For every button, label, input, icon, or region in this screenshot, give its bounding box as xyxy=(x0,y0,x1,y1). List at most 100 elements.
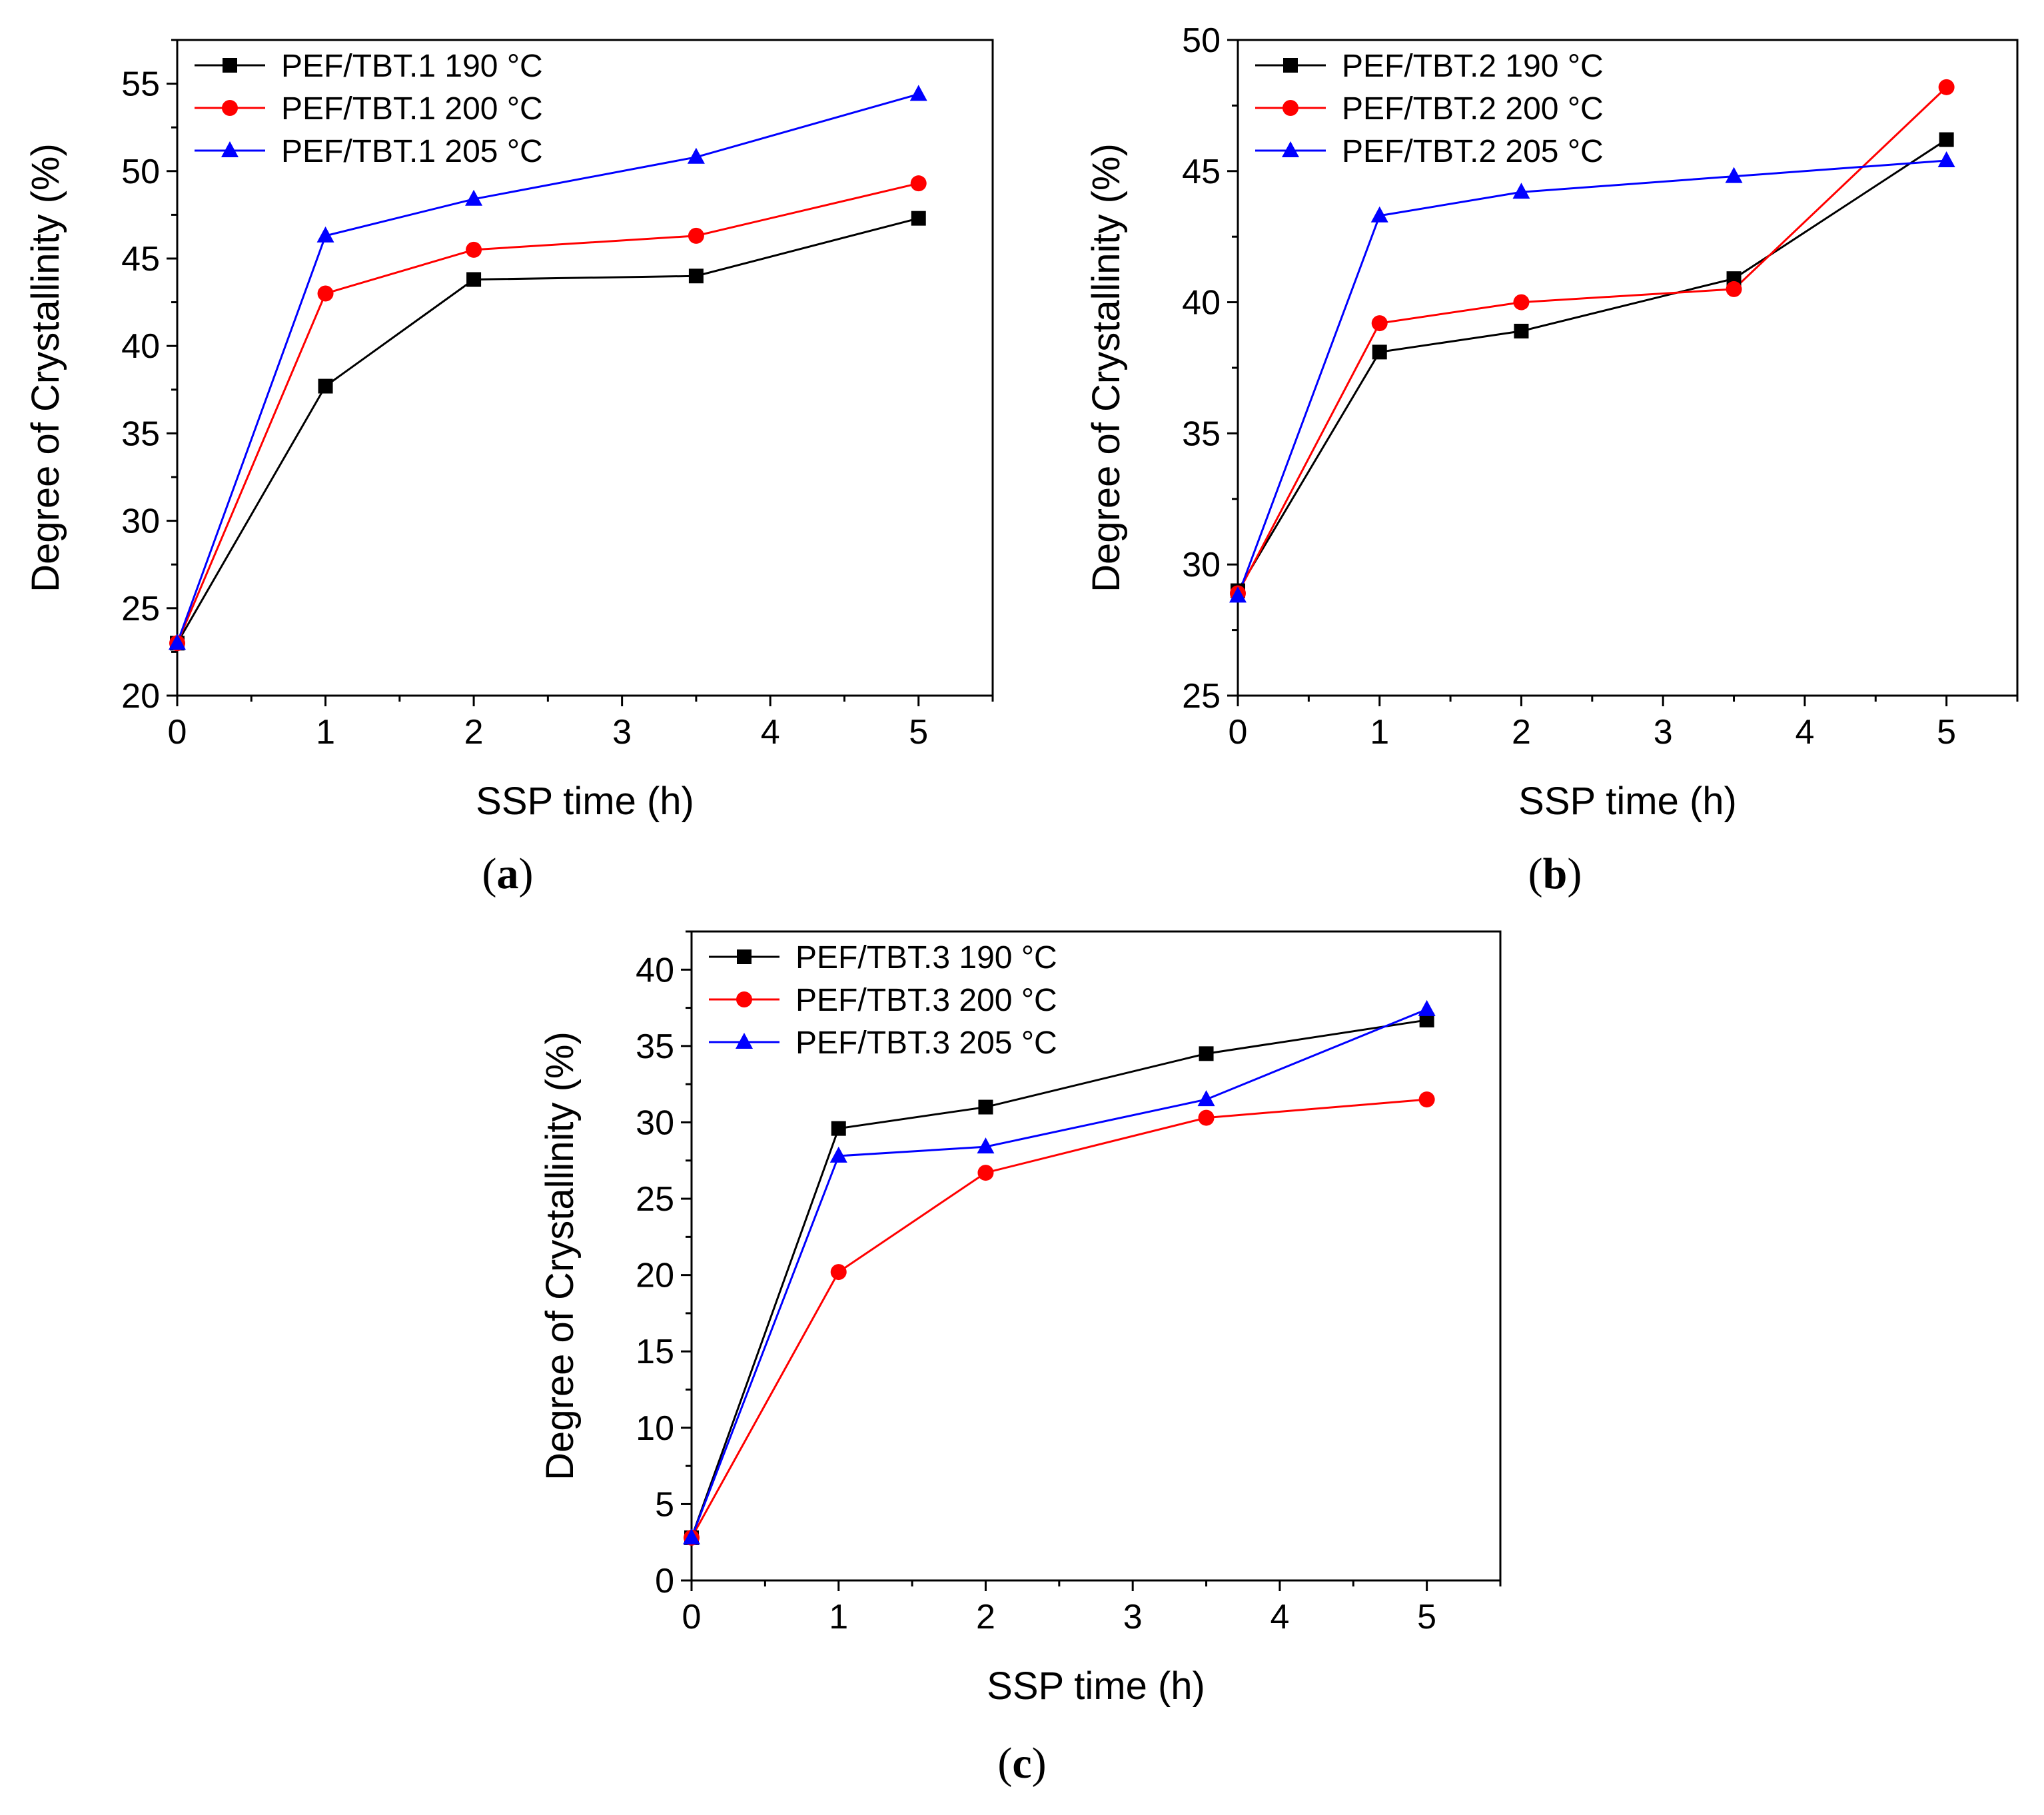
chart-a-series-1-point xyxy=(688,269,704,284)
chart-b-legend-marker-1 xyxy=(1283,58,1298,73)
chart-b-legend-label-2: PEF/TBT.2 200 °C xyxy=(1342,91,1604,127)
chart-a-y-tick-label: 20 xyxy=(121,677,160,716)
chart-c-y-tick-label: 30 xyxy=(636,1103,674,1142)
chart-b-series-1-point xyxy=(1514,323,1529,338)
chart-b-y-tick-label: 30 xyxy=(1182,546,1221,584)
chart-a-series-2-point xyxy=(688,227,704,244)
panel-label-a-letter: a xyxy=(497,850,519,898)
chart-b-series-2-point xyxy=(1513,294,1530,310)
chart-b-legend-label-1: PEF/TBT.2 190 °C xyxy=(1342,49,1604,84)
chart-b-y-tick-label: 45 xyxy=(1182,153,1221,191)
chart-a-series-2-line xyxy=(176,182,919,644)
chart-a-y-tick-label: 25 xyxy=(121,590,160,628)
chart-a-series-3-point xyxy=(909,85,927,101)
chart-b-series-3-line xyxy=(1237,159,1947,596)
chart-a-series-1-line xyxy=(176,217,919,644)
chart-c-legend-marker-2 xyxy=(736,991,752,1007)
chart-a-legend-label-1: PEF/TBT.1 190 °C xyxy=(281,49,543,84)
chart-c-series-2-point xyxy=(1198,1109,1215,1126)
chart-a-legend-marker-2 xyxy=(222,100,238,116)
chart-a-x-tick-label: 1 xyxy=(316,713,335,752)
chart-c-legend-marker-3 xyxy=(736,1033,753,1049)
chart-a-series-3-point xyxy=(687,147,705,164)
chart-c-x-tick-label: 5 xyxy=(1417,1598,1436,1636)
chart-c-x-tick-label: 1 xyxy=(829,1598,848,1636)
chart-c-series-1-point xyxy=(978,1099,993,1115)
chart-a-legend-label-3: PEF/TBT.1 205 °C xyxy=(281,134,543,169)
chart-c-plot-frame xyxy=(690,930,1502,1582)
chart-a-legend-marker-1 xyxy=(223,58,237,73)
chart-a-series-1-point xyxy=(911,211,926,226)
chart-a-legend-label-2: PEF/TBT.1 200 °C xyxy=(281,91,543,127)
chart-b-x-axis-title: SSP time (h) xyxy=(1518,780,1737,823)
chart-b-x-tick-label: 0 xyxy=(1229,713,1248,752)
chart-c-legend-label-2: PEF/TBT.3 200 °C xyxy=(795,983,1057,1018)
panel-label-c-letter: c xyxy=(1012,1739,1031,1788)
chart-c-series-3-point xyxy=(683,1528,700,1544)
chart-b-series-1-point xyxy=(1939,132,1954,147)
chart-a-x-tick-label: 3 xyxy=(612,713,632,752)
chart-b-legend-marker-3 xyxy=(1282,141,1299,157)
chart-a-series-3-point xyxy=(169,634,186,650)
chart-c-y-tick-label: 15 xyxy=(636,1333,674,1371)
chart-a-x-axis-title: SSP time (h) xyxy=(476,780,694,823)
chart-a-series-2-point xyxy=(910,175,927,192)
chart-b-series-3-point xyxy=(1229,586,1247,603)
chart-c-series-3-point xyxy=(829,1146,847,1163)
chart-c-y-tick-label: 25 xyxy=(636,1180,674,1219)
chart-b-y-tick-label: 25 xyxy=(1182,677,1221,716)
chart-a-y-tick-label: 35 xyxy=(121,414,160,453)
chart-b-y-tick-label: 40 xyxy=(1182,284,1221,322)
chart-b-y-tick-label: 35 xyxy=(1182,414,1221,453)
chart-b-series-3-point xyxy=(1937,151,1955,168)
chart-b-series-2-point xyxy=(1371,315,1388,332)
chart-b-x-tick-label: 5 xyxy=(1937,713,1956,752)
chart-a-y-axis-title: Degree of Crystallinity (%) xyxy=(24,143,67,592)
chart-c-y-tick-label: 40 xyxy=(636,951,674,989)
chart-c-x-tick-label: 0 xyxy=(682,1598,702,1636)
chart-c-y-tick-label: 10 xyxy=(636,1409,674,1448)
chart-b-legend-label-3: PEF/TBT.2 205 °C xyxy=(1342,134,1604,169)
chart-a-y-tick-label: 45 xyxy=(121,240,160,279)
chart-c-legend-label-1: PEF/TBT.3 190 °C xyxy=(795,940,1057,975)
chart-c-series-2-point xyxy=(830,1264,847,1281)
chart-c-y-tick-label: 0 xyxy=(655,1562,674,1600)
chart-c-y-tick-label: 5 xyxy=(655,1485,674,1524)
chart-c-series-2-point xyxy=(1418,1091,1435,1108)
chart-b-series-2-point xyxy=(1726,281,1742,297)
chart-b-series-3-point xyxy=(1512,183,1530,199)
chart-a-y-tick-label: 55 xyxy=(121,65,160,104)
chart-c-y-tick-label: 20 xyxy=(636,1257,674,1295)
chart-a-series-2-point xyxy=(317,285,334,302)
chart-a-series-1-point xyxy=(318,378,333,394)
panel-label-c: (c) xyxy=(997,1739,1046,1788)
chart-b-x-tick-label: 2 xyxy=(1512,713,1531,752)
chart-c-series-3-point xyxy=(1418,999,1436,1016)
chart-b-x-tick-label: 4 xyxy=(1795,713,1814,752)
chart-a-series-3-line xyxy=(176,93,919,644)
chart-a-plot-frame xyxy=(176,39,994,697)
chart-c-x-tick-label: 3 xyxy=(1123,1598,1143,1636)
chart-a-x-tick-label: 4 xyxy=(761,713,780,752)
panel-label-a-close: ) xyxy=(519,850,534,898)
chart-c-series-2-line xyxy=(690,1098,1427,1538)
chart-b-legend-marker-2 xyxy=(1282,100,1298,116)
panel-label-c-close: ) xyxy=(1032,1739,1047,1788)
chart-c-series-1-point xyxy=(1419,1012,1434,1027)
chart-a-y-tick-label: 30 xyxy=(121,502,160,541)
chart-panel-c: 0 1 2 3 4 5 0 5 10 15 20 25 30 35 40 SSP time (h) Degree… xyxy=(538,930,1502,1708)
panel-label-b-letter: b xyxy=(1543,850,1568,898)
chart-b-y-axis-title: Degree of Crystallinity (%) xyxy=(1085,143,1128,592)
chart-c-series-2-point xyxy=(977,1165,994,1181)
chart-a-x-tick-label: 5 xyxy=(909,713,928,752)
chart-c-legend-label-3: PEF/TBT.3 205 °C xyxy=(795,1025,1057,1061)
chart-a-x-tick-label: 2 xyxy=(464,713,484,752)
panel-label-b: (b) xyxy=(1528,850,1582,898)
chart-a-series-2-point xyxy=(466,241,482,258)
chart-b-x-tick-label: 3 xyxy=(1654,713,1673,752)
chart-c-series-1-line xyxy=(690,1019,1427,1538)
chart-c-x-tick-label: 4 xyxy=(1270,1598,1289,1636)
